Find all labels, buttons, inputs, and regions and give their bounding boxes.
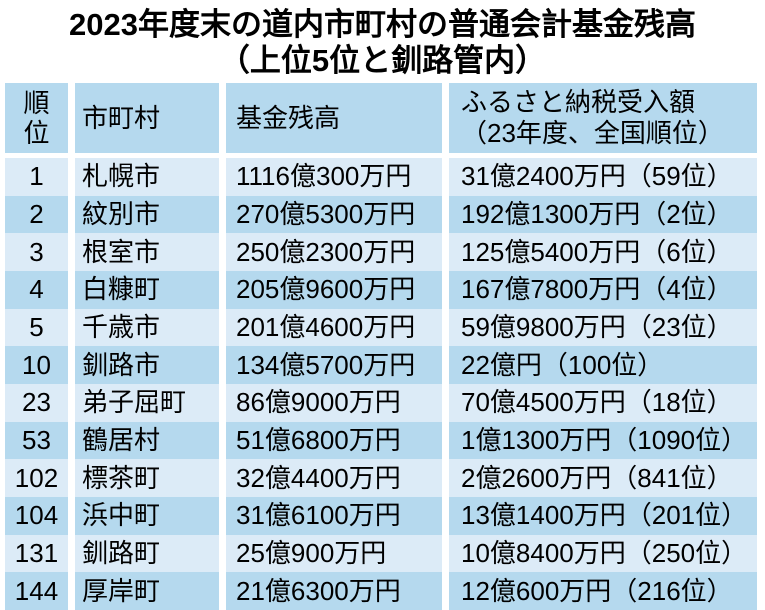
fund-balance-cell: 21億6300万円 — [226, 572, 442, 610]
table-row: 131 釧路町 25億900万円 10億8400万円（250位） — [5, 534, 757, 573]
page-title: 2023年度末の道内市町村の普通会計基金残高 （上位5位と釧路管内） — [0, 7, 765, 79]
header-furusato-line1: ふるさと納税受入額 — [461, 87, 696, 117]
furusato-cell: 2億2600万円（841位） — [449, 459, 757, 498]
table-header-row: 順位 市町村 基金残高 ふるさと納税受入額 （23年度、全国順位） — [5, 83, 757, 153]
fund-balance-cell: 205億9600万円 — [226, 271, 442, 309]
rank-cell: 53 — [5, 421, 68, 460]
furusato-cell: 70億4500万円（18位） — [449, 384, 757, 422]
furusato-cell: 1億1300万円（1090位） — [449, 421, 757, 460]
page-title-line2: （上位5位と釧路管内） — [218, 43, 547, 78]
municipality-cell: 厚岸町 — [75, 572, 219, 610]
furusato-cell: 192億1300万円（2位） — [449, 195, 757, 234]
municipality-cell: 鶴居村 — [75, 421, 219, 460]
fund-balance-cell: 25億900万円 — [226, 534, 442, 573]
rank-cell: 23 — [5, 384, 68, 422]
municipality-cell: 札幌市 — [75, 158, 219, 196]
rank-cell: 3 — [5, 233, 68, 272]
table-row: 53 鶴居村 51億6800万円 1億1300万円（1090位） — [5, 421, 757, 460]
fund-balance-cell: 1116億300万円 — [226, 158, 442, 196]
furusato-cell: 59億9800万円（23位） — [449, 308, 757, 347]
rank-cell: 102 — [5, 459, 68, 498]
table-row: 3 根室市 250億2300万円 125億5400万円（6位） — [5, 233, 757, 272]
table-row: 5 千歳市 201億4600万円 59億9800万円（23位） — [5, 308, 757, 347]
furusato-cell: 167億7800万円（4位） — [449, 271, 757, 309]
table-row: 2 紋別市 270億5300万円 192億1300万円（2位） — [5, 195, 757, 234]
header-municipality: 市町村 — [75, 83, 219, 153]
rank-cell: 10 — [5, 346, 68, 385]
rank-cell: 144 — [5, 572, 68, 610]
municipality-cell: 根室市 — [75, 233, 219, 272]
header-fund-balance: 基金残高 — [226, 83, 442, 153]
municipality-cell: 浜中町 — [75, 497, 219, 535]
table-row: 1 札幌市 1116億300万円 31億2400万円（59位） — [5, 158, 757, 196]
fund-balance-cell: 134億5700万円 — [226, 346, 442, 385]
municipality-cell: 白糠町 — [75, 271, 219, 309]
municipality-cell: 弟子屈町 — [75, 384, 219, 422]
rank-cell: 104 — [5, 497, 68, 535]
rank-cell: 4 — [5, 271, 68, 309]
table-row: 102 標茶町 32億4400万円 2億2600万円（841位） — [5, 459, 757, 498]
municipality-cell: 釧路市 — [75, 346, 219, 385]
header-furusato-line2: （23年度、全国順位） — [461, 118, 724, 148]
table-row: 144 厚岸町 21億6300万円 12億600万円（216位） — [5, 572, 757, 610]
fund-balance-cell: 51億6800万円 — [226, 421, 442, 460]
table-row: 10 釧路市 134億5700万円 22億円（100位） — [5, 346, 757, 385]
rank-cell: 5 — [5, 308, 68, 347]
rank-cell: 2 — [5, 195, 68, 234]
table-row: 104 浜中町 31億6100万円 13億1400万円（201位） — [5, 497, 757, 535]
fund-balance-cell: 31億6100万円 — [226, 497, 442, 535]
header-rank: 順位 — [5, 83, 68, 153]
furusato-cell: 125億5400万円（6位） — [449, 233, 757, 272]
furusato-cell: 12億600万円（216位） — [449, 572, 757, 610]
fund-balance-cell: 250億2300万円 — [226, 233, 442, 272]
table-row: 23 弟子屈町 86億9000万円 70億4500万円（18位） — [5, 384, 757, 422]
furusato-cell: 31億2400万円（59位） — [449, 158, 757, 196]
municipality-cell: 標茶町 — [75, 459, 219, 498]
rank-cell: 1 — [5, 158, 68, 196]
page-title-line1: 2023年度末の道内市町村の普通会計基金残高 — [69, 7, 696, 42]
furusato-cell: 10億8400万円（250位） — [449, 534, 757, 573]
fund-balance-cell: 32億4400万円 — [226, 459, 442, 498]
table-row: 4 白糠町 205億9600万円 167億7800万円（4位） — [5, 271, 757, 309]
fund-balance-cell: 270億5300万円 — [226, 195, 442, 234]
furusato-cell: 13億1400万円（201位） — [449, 497, 757, 535]
fund-balance-cell: 86億9000万円 — [226, 384, 442, 422]
header-furusato: ふるさと納税受入額 （23年度、全国順位） — [449, 83, 757, 153]
rank-cell: 131 — [5, 534, 68, 573]
municipality-cell: 紋別市 — [75, 195, 219, 234]
municipality-cell: 釧路町 — [75, 534, 219, 573]
furusato-cell: 22億円（100位） — [449, 346, 757, 385]
municipality-cell: 千歳市 — [75, 308, 219, 347]
fund-balance-cell: 201億4600万円 — [226, 308, 442, 347]
table-body: 1 札幌市 1116億300万円 31億2400万円（59位） 2 紋別市 27… — [5, 158, 757, 610]
